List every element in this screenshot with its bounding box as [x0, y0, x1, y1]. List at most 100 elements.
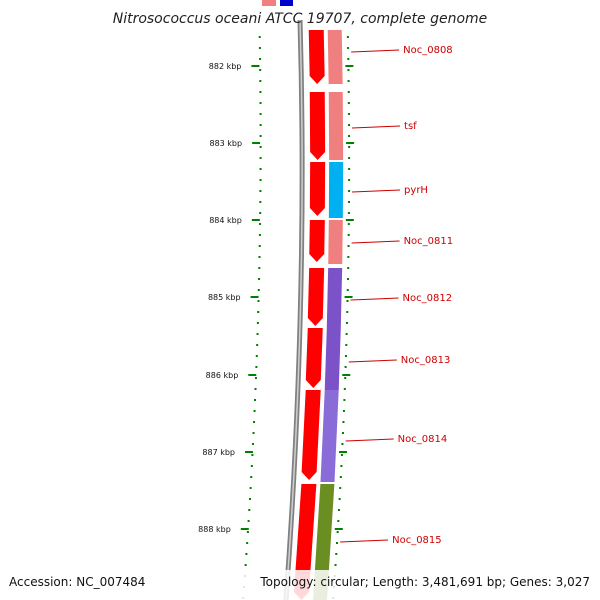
ruler-major-tick-right	[334, 528, 343, 530]
ruler-dot	[259, 80, 262, 82]
ruler-major-tick	[245, 451, 254, 453]
forward-gene-arrow[interactable]	[308, 30, 325, 84]
gene-label-noc_0815[interactable]: Noc_0815	[392, 535, 442, 546]
gene-block-noc_0813[interactable]	[324, 330, 341, 390]
accession-label: Accession: NC_007484	[9, 575, 145, 589]
gene-leader-line	[352, 189, 401, 193]
gene-label-noc_0808[interactable]: Noc_0808	[403, 45, 453, 56]
forward-gene-arrow[interactable]	[309, 92, 326, 160]
ruler-dot-right	[347, 47, 350, 49]
ruler-dot-right	[336, 531, 339, 533]
ruler-dot	[251, 454, 254, 456]
ruler-dot	[259, 190, 262, 192]
gene-leader-line	[352, 125, 401, 129]
gene-block-tsf[interactable]	[328, 92, 344, 160]
gene-label-pyrh[interactable]: pyrH	[404, 185, 428, 196]
ruler-dot	[250, 465, 253, 467]
ruler-dot	[255, 355, 258, 357]
ruler-dot-right	[347, 102, 350, 104]
ruler-dot	[259, 179, 262, 181]
ruler-dot-right	[348, 124, 351, 126]
ruler-dot	[254, 377, 257, 379]
forward-gene-arrow[interactable]	[305, 328, 323, 388]
ruler-dot-right	[347, 58, 350, 60]
ruler-dot-right	[347, 256, 350, 258]
ruler-dot	[248, 498, 251, 500]
gene-block-noc_0811[interactable]	[328, 220, 343, 264]
ruler-major-tick	[250, 296, 259, 298]
ruler-dot-right	[338, 498, 341, 500]
gene-block-noc_0814[interactable]	[320, 390, 339, 482]
ruler-dot	[259, 146, 262, 148]
ruler-dot	[246, 531, 249, 533]
gene-block-noc_0812[interactable]	[326, 268, 343, 330]
ruler-dot	[259, 124, 262, 126]
ruler-dot	[254, 388, 257, 390]
gene-block-pyrh[interactable]	[328, 162, 344, 218]
forward-gene-arrow[interactable]	[307, 268, 325, 326]
gene-leader-line	[348, 359, 397, 363]
ruler-dot-right	[341, 443, 344, 445]
ruler-dot	[253, 421, 256, 423]
ruler-dot-right	[346, 278, 349, 280]
ruler-dot-right	[348, 190, 351, 192]
ruler-dot-right	[347, 234, 350, 236]
ruler-dot-right	[348, 146, 351, 148]
ruler-major-tick-right	[345, 219, 354, 221]
gene-leader-line	[351, 49, 400, 53]
ruler-dot-right	[347, 80, 350, 82]
ruler-dot	[258, 234, 261, 236]
genome-title: Nitrosococcus oceani ATCC 19707, complet…	[113, 11, 488, 27]
ruler-dot-right	[340, 465, 343, 467]
ruler-dot-right	[348, 179, 351, 181]
ruler-dot	[248, 509, 251, 511]
ruler-dot-right	[341, 432, 344, 434]
ruler-dot	[259, 135, 262, 137]
gene-leader-line	[351, 240, 400, 244]
ruler-major-tick-right	[346, 142, 355, 144]
ruler-dot	[247, 520, 250, 522]
gene-block-noc_0808[interactable]	[327, 30, 343, 84]
ruler-dot-right	[335, 542, 338, 544]
ruler-dot	[259, 91, 262, 93]
ruler-dot-right	[335, 553, 338, 555]
ruler-dot-right	[348, 157, 351, 159]
ruler-dot	[258, 278, 261, 280]
gene-label-noc_0811[interactable]: Noc_0811	[404, 236, 454, 247]
ruler-dot	[255, 366, 258, 368]
ruler-dot-right	[342, 410, 345, 412]
scale-label: 888 kbp	[198, 525, 231, 534]
ruler-dot	[249, 487, 252, 489]
ruler-major-tick	[252, 142, 261, 144]
gene-leader-line	[340, 539, 389, 543]
ruler-dot	[257, 311, 260, 313]
scale-ruler-right	[332, 36, 355, 599]
ruler-dot	[257, 289, 260, 291]
ruler-dot	[258, 47, 261, 49]
ruler-dot	[259, 201, 262, 203]
gene-label-tsf[interactable]: tsf	[404, 121, 417, 132]
ruler-dot	[253, 410, 256, 412]
gene-label-noc_0814[interactable]: Noc_0814	[398, 434, 448, 445]
gene-label-noc_0812[interactable]: Noc_0812	[403, 293, 453, 304]
ruler-dot	[250, 476, 253, 478]
gene-leader-line	[350, 297, 399, 301]
ruler-dot-right	[343, 399, 346, 401]
gene-track	[313, 30, 344, 600]
partial-feature-top-blue[interactable]	[280, 0, 293, 6]
ruler-major-tick	[251, 65, 260, 67]
forward-gene-arrow[interactable]	[309, 162, 326, 216]
ruler-major-tick	[251, 219, 260, 221]
ruler-dot-right	[344, 366, 347, 368]
partial-feature-top-pink[interactable]	[262, 0, 276, 6]
forward-gene-arrow[interactable]	[309, 220, 325, 262]
ruler-dot-right	[337, 520, 340, 522]
forward-gene-arrow[interactable]	[301, 390, 321, 480]
ruler-dot-right	[345, 333, 348, 335]
ruler-dot-right	[343, 388, 346, 390]
scale-ruler	[240, 36, 262, 599]
ruler-dot-right	[347, 267, 350, 269]
gene-label-noc_0813[interactable]: Noc_0813	[401, 355, 451, 366]
